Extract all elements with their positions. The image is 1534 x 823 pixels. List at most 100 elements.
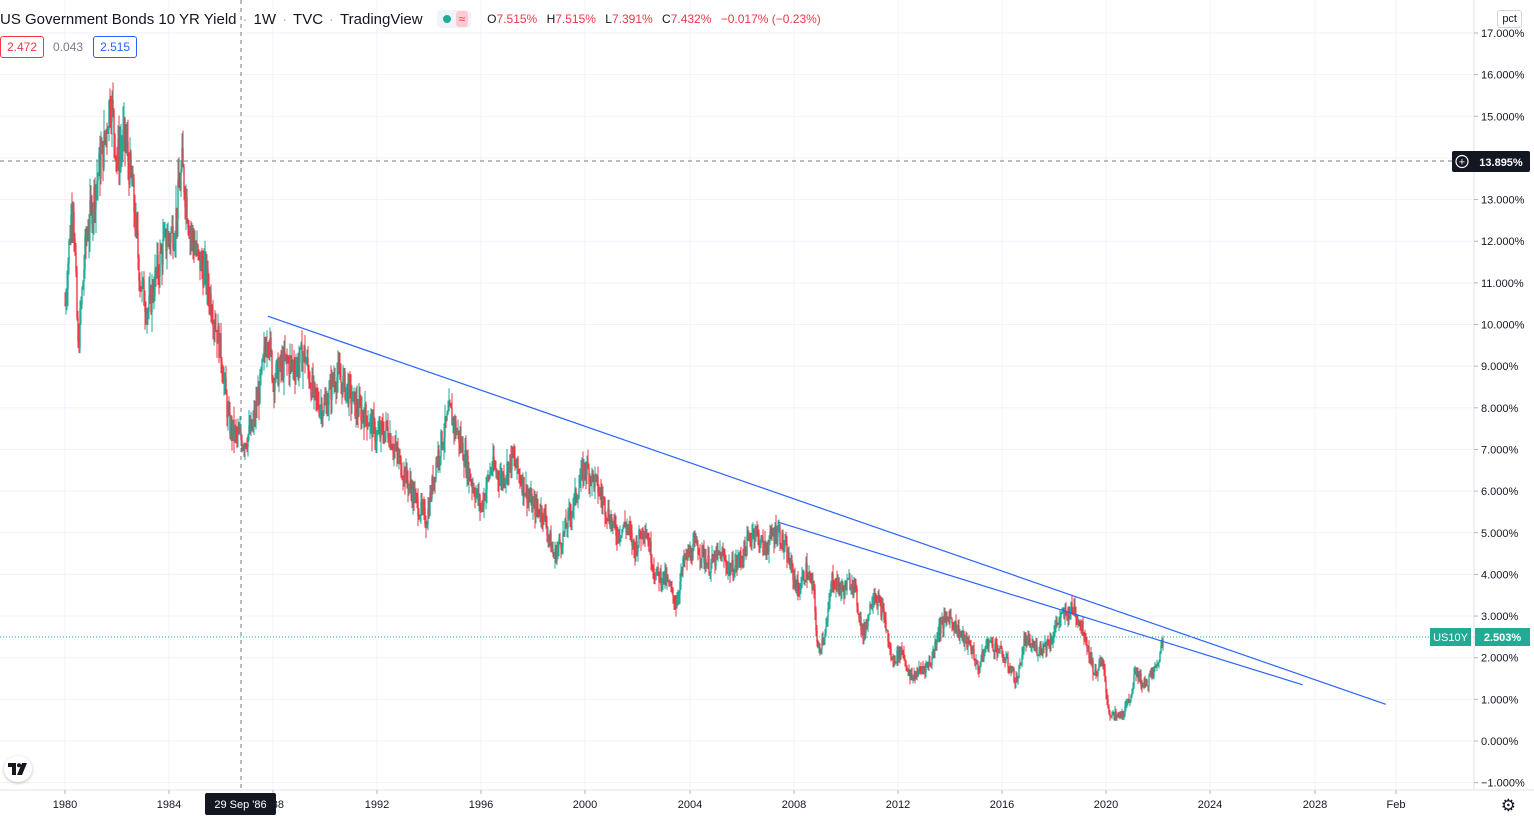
candle-body — [184, 192, 186, 208]
candle-body — [210, 293, 212, 315]
candle-body — [362, 411, 364, 417]
candle-body — [553, 554, 555, 559]
candle-body — [1100, 662, 1102, 664]
candle-body — [1118, 712, 1120, 717]
candle-body — [476, 489, 478, 494]
candle-body — [906, 666, 908, 672]
candle-body — [524, 493, 526, 496]
candle-body — [138, 257, 140, 281]
candle-body — [633, 539, 635, 548]
candle-body — [672, 588, 674, 597]
candle-body — [264, 346, 266, 351]
candle-body — [318, 406, 320, 414]
candle-body — [128, 161, 130, 185]
candle-body — [1045, 641, 1047, 651]
candle-body — [343, 371, 345, 377]
market-status[interactable]: ≈ — [436, 10, 472, 28]
candle-body — [228, 410, 230, 413]
candle-body — [105, 130, 107, 138]
candle-body — [893, 656, 895, 662]
time-axis[interactable]: 1980 1984 1992 1996 2000 2004 2008 2012 2016 2020… — [53, 790, 1406, 811]
candle-body — [670, 584, 672, 588]
candle-body — [1061, 612, 1063, 614]
candle-body — [218, 326, 220, 358]
candle-body — [1053, 631, 1055, 639]
candle-body — [384, 430, 386, 441]
candle-body — [237, 431, 239, 436]
candle-body — [165, 229, 167, 252]
candle-body — [261, 360, 263, 372]
candle-body — [381, 423, 383, 427]
candle-body — [1033, 646, 1035, 649]
candle-body — [829, 596, 831, 603]
candle-body — [530, 493, 532, 501]
y-tick-label: 17.000% — [1481, 28, 1525, 40]
trendline[interactable] — [267, 315, 1386, 705]
candle-body — [377, 432, 379, 434]
candle-body — [989, 640, 991, 642]
ask-value[interactable]: 2.515 — [93, 36, 138, 58]
candle-body — [125, 140, 127, 144]
candle-body — [1003, 660, 1005, 662]
bid-value[interactable]: 2.472 — [0, 36, 45, 58]
candle-body — [254, 411, 256, 418]
candle-body — [285, 354, 287, 359]
trendlines[interactable] — [267, 315, 1386, 705]
candle-body — [286, 354, 288, 361]
candle-body — [618, 529, 620, 538]
candle-body — [655, 572, 657, 580]
scale-mode-button[interactable]: pct — [1497, 10, 1522, 28]
candle-body — [545, 513, 547, 526]
candle-body — [1073, 605, 1075, 613]
candle-body — [289, 357, 291, 374]
candle-body — [774, 526, 776, 542]
candle-body — [798, 590, 800, 595]
candle-body — [248, 425, 250, 436]
candle-body — [677, 597, 679, 601]
candle-body — [199, 251, 201, 271]
candle-body — [217, 326, 219, 344]
candle-body — [1095, 669, 1097, 675]
candle-body — [403, 468, 405, 480]
y-tick-label: 5.000% — [1481, 528, 1519, 540]
candle-body — [666, 576, 668, 583]
candle-body — [77, 317, 79, 342]
candle-body — [197, 245, 199, 251]
candle-body — [532, 503, 534, 512]
candle-body — [521, 483, 523, 493]
candle-body — [80, 304, 82, 310]
candle-body — [338, 365, 340, 371]
symbol-title[interactable]: US Government Bonds 10 YR Yield — [0, 10, 237, 28]
candle-body — [156, 254, 158, 272]
candle-body — [1116, 713, 1118, 716]
candle-body — [743, 541, 745, 562]
candle-body — [354, 391, 356, 416]
candle-body — [391, 448, 393, 450]
price-axis[interactable]: 17.000%16.000%15.000%14.000%13.000%12.00… — [1474, 28, 1525, 790]
candle-body — [554, 548, 556, 559]
tradingview-logo-icon[interactable] — [4, 756, 32, 782]
candle-body — [1158, 661, 1160, 664]
candle-body — [580, 469, 582, 482]
candle-body — [930, 664, 932, 666]
candle-body — [245, 444, 247, 447]
candle-body — [435, 462, 437, 480]
candle-body — [947, 617, 949, 619]
candle-body — [355, 400, 357, 416]
candle-body — [837, 577, 839, 591]
candle-body — [614, 517, 616, 526]
chart-settings-gear-icon[interactable]: ⚙ — [1500, 796, 1516, 815]
trendline[interactable] — [778, 521, 1303, 686]
candle-body — [348, 380, 350, 404]
chart-legend[interactable]: US Government Bonds 10 YR Yield · 1W · T… — [0, 10, 827, 28]
candle-body — [590, 476, 592, 484]
candle-body — [996, 646, 998, 655]
candle-body — [340, 379, 342, 383]
candle-body — [189, 232, 191, 237]
add-alert-icon[interactable] — [1455, 154, 1469, 169]
interval-label[interactable]: 1W — [253, 10, 277, 28]
candle-body — [958, 625, 960, 638]
candle-body — [872, 601, 874, 605]
candle-body — [1051, 640, 1053, 644]
